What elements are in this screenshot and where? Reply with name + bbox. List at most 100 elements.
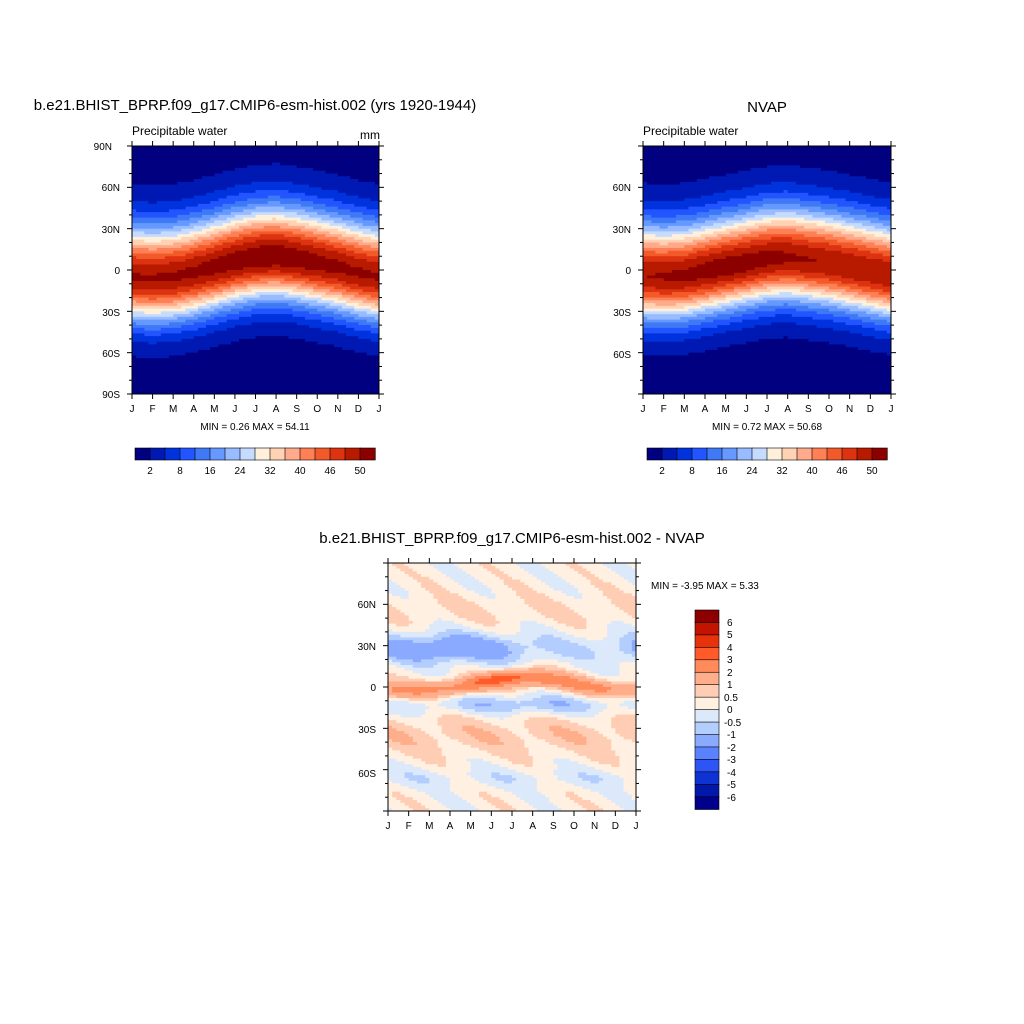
difference-field-cell bbox=[607, 623, 633, 627]
nvap-field-cell bbox=[651, 220, 677, 224]
difference-field-cell bbox=[445, 574, 472, 578]
model-field-cell bbox=[304, 225, 322, 230]
model-field-cell bbox=[206, 253, 228, 257]
difference-field-cell bbox=[478, 563, 492, 567]
nvap-field-cell bbox=[853, 294, 871, 299]
model-field-cell bbox=[132, 231, 145, 235]
difference-field-cell bbox=[388, 758, 397, 762]
difference-field-cell bbox=[619, 664, 636, 669]
difference-field-cell bbox=[574, 626, 587, 630]
difference-field-cell bbox=[574, 609, 625, 614]
model-field-cell bbox=[288, 303, 310, 307]
model-colorbar-swatch bbox=[194, 447, 211, 461]
difference-field-cell bbox=[565, 563, 579, 567]
difference-field-cell bbox=[557, 620, 587, 625]
difference-field-cell bbox=[474, 805, 497, 809]
model-field-cell bbox=[169, 261, 203, 266]
model-field-cell bbox=[132, 217, 191, 221]
model-field-cell bbox=[370, 228, 379, 233]
difference-field-cell bbox=[470, 764, 501, 768]
model-field-cell bbox=[333, 311, 351, 315]
model-field-cell bbox=[132, 198, 182, 202]
model-field-cell bbox=[214, 316, 240, 321]
nvap-field-cell bbox=[729, 322, 772, 326]
difference-field-cell bbox=[528, 728, 550, 732]
difference-field-cell bbox=[425, 711, 468, 716]
difference-colorbar-swatch bbox=[694, 783, 720, 798]
model-field-cell bbox=[132, 374, 379, 379]
model-field-cell bbox=[374, 286, 379, 290]
model-ytick-eq: 0 bbox=[114, 266, 120, 277]
model-field-cell bbox=[210, 217, 228, 221]
difference-field-cell bbox=[619, 667, 636, 672]
nvap-field-cell bbox=[643, 275, 648, 279]
difference-field-cell bbox=[499, 736, 521, 740]
nvap-field-cell bbox=[795, 212, 826, 216]
difference-field-cell bbox=[458, 582, 484, 586]
difference-field-cell bbox=[565, 739, 587, 743]
nvap-field-cell bbox=[729, 231, 752, 235]
difference-field-cell bbox=[540, 791, 567, 796]
difference-field-cell bbox=[503, 742, 525, 746]
model-field-cell bbox=[189, 217, 211, 221]
model-field-cell bbox=[132, 297, 150, 301]
model-field-cell bbox=[280, 225, 306, 230]
nvap-field-cell bbox=[866, 256, 891, 260]
model-field-cell bbox=[354, 316, 376, 321]
model-field-cell bbox=[218, 278, 236, 282]
difference-cbar-label: -5 bbox=[727, 780, 736, 791]
difference-field-cell bbox=[528, 753, 579, 757]
difference-field-cell bbox=[491, 563, 517, 567]
difference-field-cell bbox=[408, 618, 439, 622]
nvap-field-cell bbox=[643, 181, 648, 186]
model-field-cell bbox=[304, 281, 327, 285]
difference-field-cell bbox=[491, 772, 501, 776]
difference-field-cell bbox=[388, 620, 414, 625]
nvap-field-cell bbox=[758, 234, 805, 238]
difference-field-cell bbox=[450, 634, 472, 638]
difference-colorbar-swatch bbox=[694, 721, 720, 736]
difference-field-cell bbox=[574, 568, 587, 572]
difference-field-cell bbox=[487, 609, 538, 614]
difference-field-cell bbox=[607, 631, 629, 636]
difference-field-cell bbox=[578, 731, 600, 735]
difference-field bbox=[388, 563, 636, 811]
model-field-cell bbox=[132, 214, 178, 219]
difference-field-cell bbox=[574, 742, 587, 746]
model-field-cell bbox=[206, 281, 228, 285]
difference-field-cell bbox=[483, 758, 509, 762]
difference-field-cell bbox=[619, 607, 636, 611]
nvap-field-cell bbox=[849, 297, 867, 301]
difference-field-cell bbox=[507, 645, 530, 650]
nvap-field-cell bbox=[667, 225, 702, 230]
nvap-field-cell bbox=[824, 289, 847, 293]
difference-field-cell bbox=[549, 568, 575, 572]
model-field-cell bbox=[218, 239, 236, 244]
nvap-field-cell bbox=[688, 330, 727, 334]
difference-field-cell bbox=[631, 653, 636, 658]
model-ytick-30s: 30S bbox=[102, 308, 120, 319]
difference-field-cell bbox=[445, 764, 472, 768]
nvap-field-cell bbox=[837, 305, 859, 310]
model-field-cell bbox=[333, 286, 351, 290]
difference-field-cell bbox=[553, 651, 596, 655]
difference-field-cell bbox=[388, 794, 393, 798]
nvap-field-cell bbox=[808, 283, 838, 288]
nvap-field-cell bbox=[841, 231, 863, 235]
nvap-field-cell bbox=[808, 305, 838, 310]
model-field-cell bbox=[230, 283, 248, 288]
difference-field-cell bbox=[582, 565, 608, 570]
model-field-cell bbox=[132, 165, 248, 169]
model-field-cell bbox=[284, 214, 310, 219]
difference-field-cell bbox=[565, 604, 616, 608]
difference-field-cell bbox=[396, 720, 439, 724]
difference-field-cell bbox=[392, 808, 414, 811]
difference-field-cell bbox=[388, 747, 393, 751]
model-field-cell bbox=[255, 303, 290, 307]
model-field-cell bbox=[239, 316, 306, 321]
model-field-cell bbox=[132, 330, 182, 334]
nvap-field-cell bbox=[754, 311, 818, 315]
model-field-cell bbox=[189, 223, 207, 227]
nvap-field-cell bbox=[721, 245, 752, 249]
difference-field-cell bbox=[578, 670, 592, 674]
